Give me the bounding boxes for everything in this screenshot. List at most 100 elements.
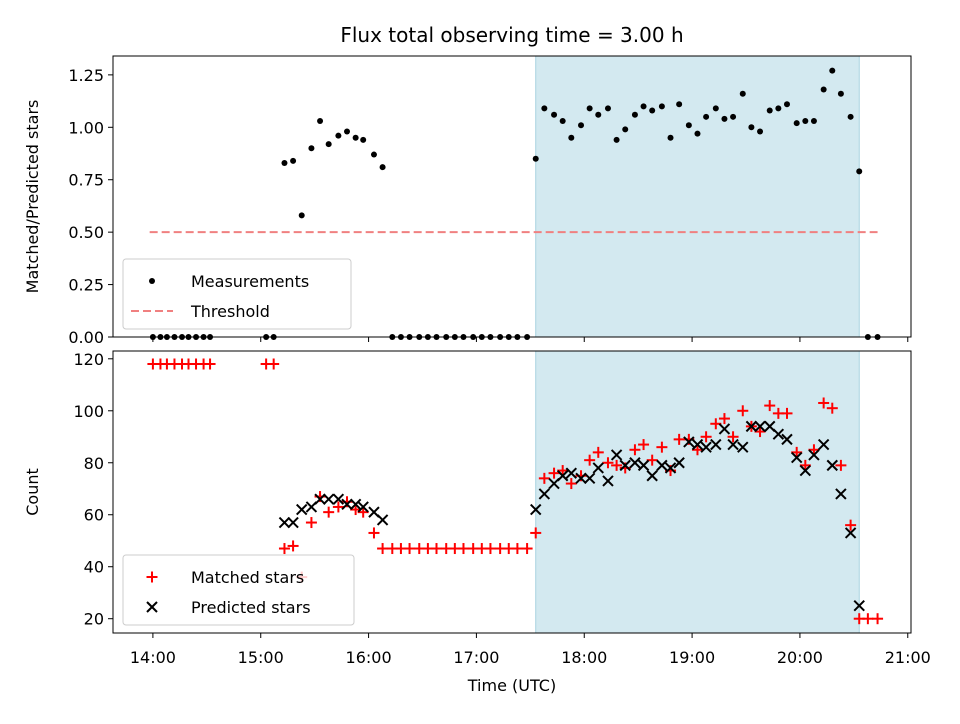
top-y-tick-label-5: 1.25: [68, 66, 104, 85]
bottom-series1-point-21: [610, 449, 623, 461]
bottom-series0-point-53: [656, 441, 668, 453]
legend-threshold-label: Threshold: [190, 302, 270, 321]
top-series0-point-70: [810, 118, 817, 125]
top-series0-point-67: [783, 101, 790, 108]
bottom-series1-point-18: [583, 472, 596, 485]
top-series0-point-56: [685, 122, 692, 129]
top-series0-point-15: [317, 118, 324, 125]
bottom-series1-point-0: [278, 516, 291, 529]
bottom-series1-point-45: [826, 459, 838, 472]
bottom-legend: Matched stars Predicted stars: [122, 554, 355, 626]
top-series0-point-59: [712, 105, 719, 112]
bottom-series0-point-71: [818, 397, 830, 409]
top-series0-point-46: [595, 111, 602, 118]
legend-matched-marker: [146, 571, 158, 583]
top-series0-point-44: [578, 122, 585, 129]
top-series0-point-55: [676, 101, 683, 108]
bottom-series0-point-42: [557, 465, 569, 477]
bottom-series1-point-24: [637, 459, 650, 472]
bottom-shaded-region: [535, 350, 860, 634]
bottom-series0-point-43: [565, 478, 577, 490]
bottom-series1-point-41: [790, 451, 803, 464]
x-tick-label-0: 14:00: [130, 648, 176, 667]
top-series0-point-65: [766, 107, 773, 114]
bottom-series0-point-34: [484, 543, 496, 555]
bottom-series0-point-21: [368, 527, 380, 539]
bottom-legend-box: [122, 554, 355, 626]
bottom-series1-point-15: [556, 470, 569, 482]
bottom-series0-point-62: [737, 405, 749, 417]
bottom-series1-point-12: [530, 503, 542, 516]
bottom-series0-point-72: [826, 402, 838, 414]
bottom-y-tick-label-5: 120: [73, 350, 104, 369]
bottom-series0-point-52: [646, 454, 658, 466]
bottom-series0-point-11: [278, 543, 290, 555]
bottom-series0-point-69: [799, 459, 811, 471]
bottom-series1-point-22: [619, 459, 631, 472]
bottom-series1-point-4: [314, 493, 326, 505]
bottom-y-tick-label-1: 40: [84, 558, 104, 577]
legend-measurements-label: Measurements: [191, 272, 309, 291]
legend-matched-label: Matched stars: [191, 568, 304, 587]
bottom-panel: 20 40 60 80 100 120 14:00 15:00 16:00 17:00 18:00 1…: [23, 350, 931, 695]
top-series0-point-61: [730, 113, 737, 120]
bottom-series1-point-19: [592, 462, 604, 474]
bottom-series1-point-48: [853, 600, 865, 612]
bottom-series0-point-12: [287, 540, 299, 552]
top-y-tick-label-4: 1.00: [68, 118, 104, 137]
bottom-series0-point-59: [710, 418, 722, 430]
bottom-series1-point-1: [287, 516, 299, 529]
top-series0-point-49: [622, 126, 629, 133]
top-series0-point-72: [829, 67, 836, 74]
top-series0-point-21: [370, 151, 377, 158]
top-series0-point-58: [703, 113, 710, 120]
bottom-series0-point-65: [764, 400, 776, 412]
bottom-series0-point-68: [791, 446, 803, 458]
top-series0-point-60: [721, 115, 728, 122]
x-tick-label-7: 21:00: [885, 648, 931, 667]
bottom-series0-point-45: [584, 454, 596, 466]
bottom-series0-point-46: [592, 446, 604, 458]
x-tick-label-3: 17:00: [453, 648, 499, 667]
bottom-series1-point-30: [691, 438, 704, 451]
top-y-tick-label-1: 0.25: [68, 276, 104, 295]
bottom-series0-point-28: [431, 543, 443, 555]
bottom-series1-point-42: [799, 464, 812, 477]
bottom-series0-point-57: [691, 444, 703, 456]
bottom-series1-point-28: [673, 457, 685, 469]
bottom-series1-point-29: [683, 436, 695, 448]
top-series0-point-16: [325, 141, 332, 148]
bottom-series1-point-2: [296, 503, 308, 516]
top-shaded-region: [535, 55, 860, 338]
top-series0-point-51: [640, 103, 647, 110]
bottom-series1-point-46: [835, 488, 847, 500]
x-tick-label-2: 16:00: [346, 648, 392, 667]
x-tick-label-5: 19:00: [669, 648, 715, 667]
bottom-series0-point-74: [845, 519, 857, 531]
bottom-series1-point-27: [664, 462, 677, 474]
bottom-plot-frame: [112, 350, 912, 634]
bottom-series0-point-55: [673, 433, 685, 445]
top-series0-point-17: [335, 132, 342, 139]
legend-predicted-marker: [146, 601, 158, 613]
x-tick-label-6: 20:00: [777, 648, 823, 667]
top-panel: 0.00 0.25 0.50 0.75 1.00 1.25 Matched/Predict…: [23, 55, 912, 347]
top-series0-point-52: [649, 107, 656, 114]
bottom-series1-point-35: [737, 441, 749, 453]
bottom-series0-point-10: [268, 358, 280, 370]
bottom-series1-point-31: [700, 441, 712, 453]
bottom-series0-point-17: [332, 501, 344, 513]
legend-measurements-marker: [149, 278, 155, 284]
top-series0-point-50: [631, 111, 638, 118]
top-series0-point-39: [532, 155, 539, 162]
top-series0-point-57: [694, 130, 701, 137]
top-series0-point-47: [604, 105, 611, 112]
bottom-series1-point-11: [376, 514, 389, 526]
bottom-y-axis-label: Count: [23, 468, 42, 516]
top-legend: Measurements Threshold: [122, 258, 352, 330]
bottom-series0-point-76: [862, 613, 874, 625]
bottom-series1-point-17: [575, 472, 587, 485]
top-series0-point-13: [298, 212, 305, 219]
bottom-series0-point-61: [727, 431, 739, 443]
bottom-series0-point-70: [808, 444, 820, 456]
